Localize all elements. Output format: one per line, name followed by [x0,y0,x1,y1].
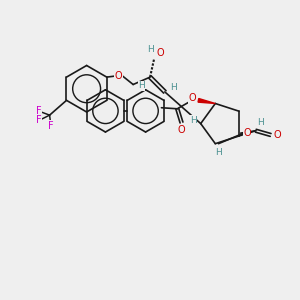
Text: O: O [188,93,196,103]
Polygon shape [198,98,215,104]
Text: O: O [243,128,251,138]
Text: H: H [215,148,222,157]
Text: H: H [170,83,177,92]
Text: O: O [273,130,281,140]
Text: H: H [190,116,197,125]
Text: F: F [36,116,42,125]
Text: O: O [178,125,185,135]
Text: O: O [157,48,164,58]
Text: H: H [147,45,153,54]
Text: H: H [138,81,145,90]
Text: F: F [48,121,53,131]
Text: F: F [36,106,42,116]
Text: H: H [257,118,263,127]
Text: O: O [115,71,122,81]
